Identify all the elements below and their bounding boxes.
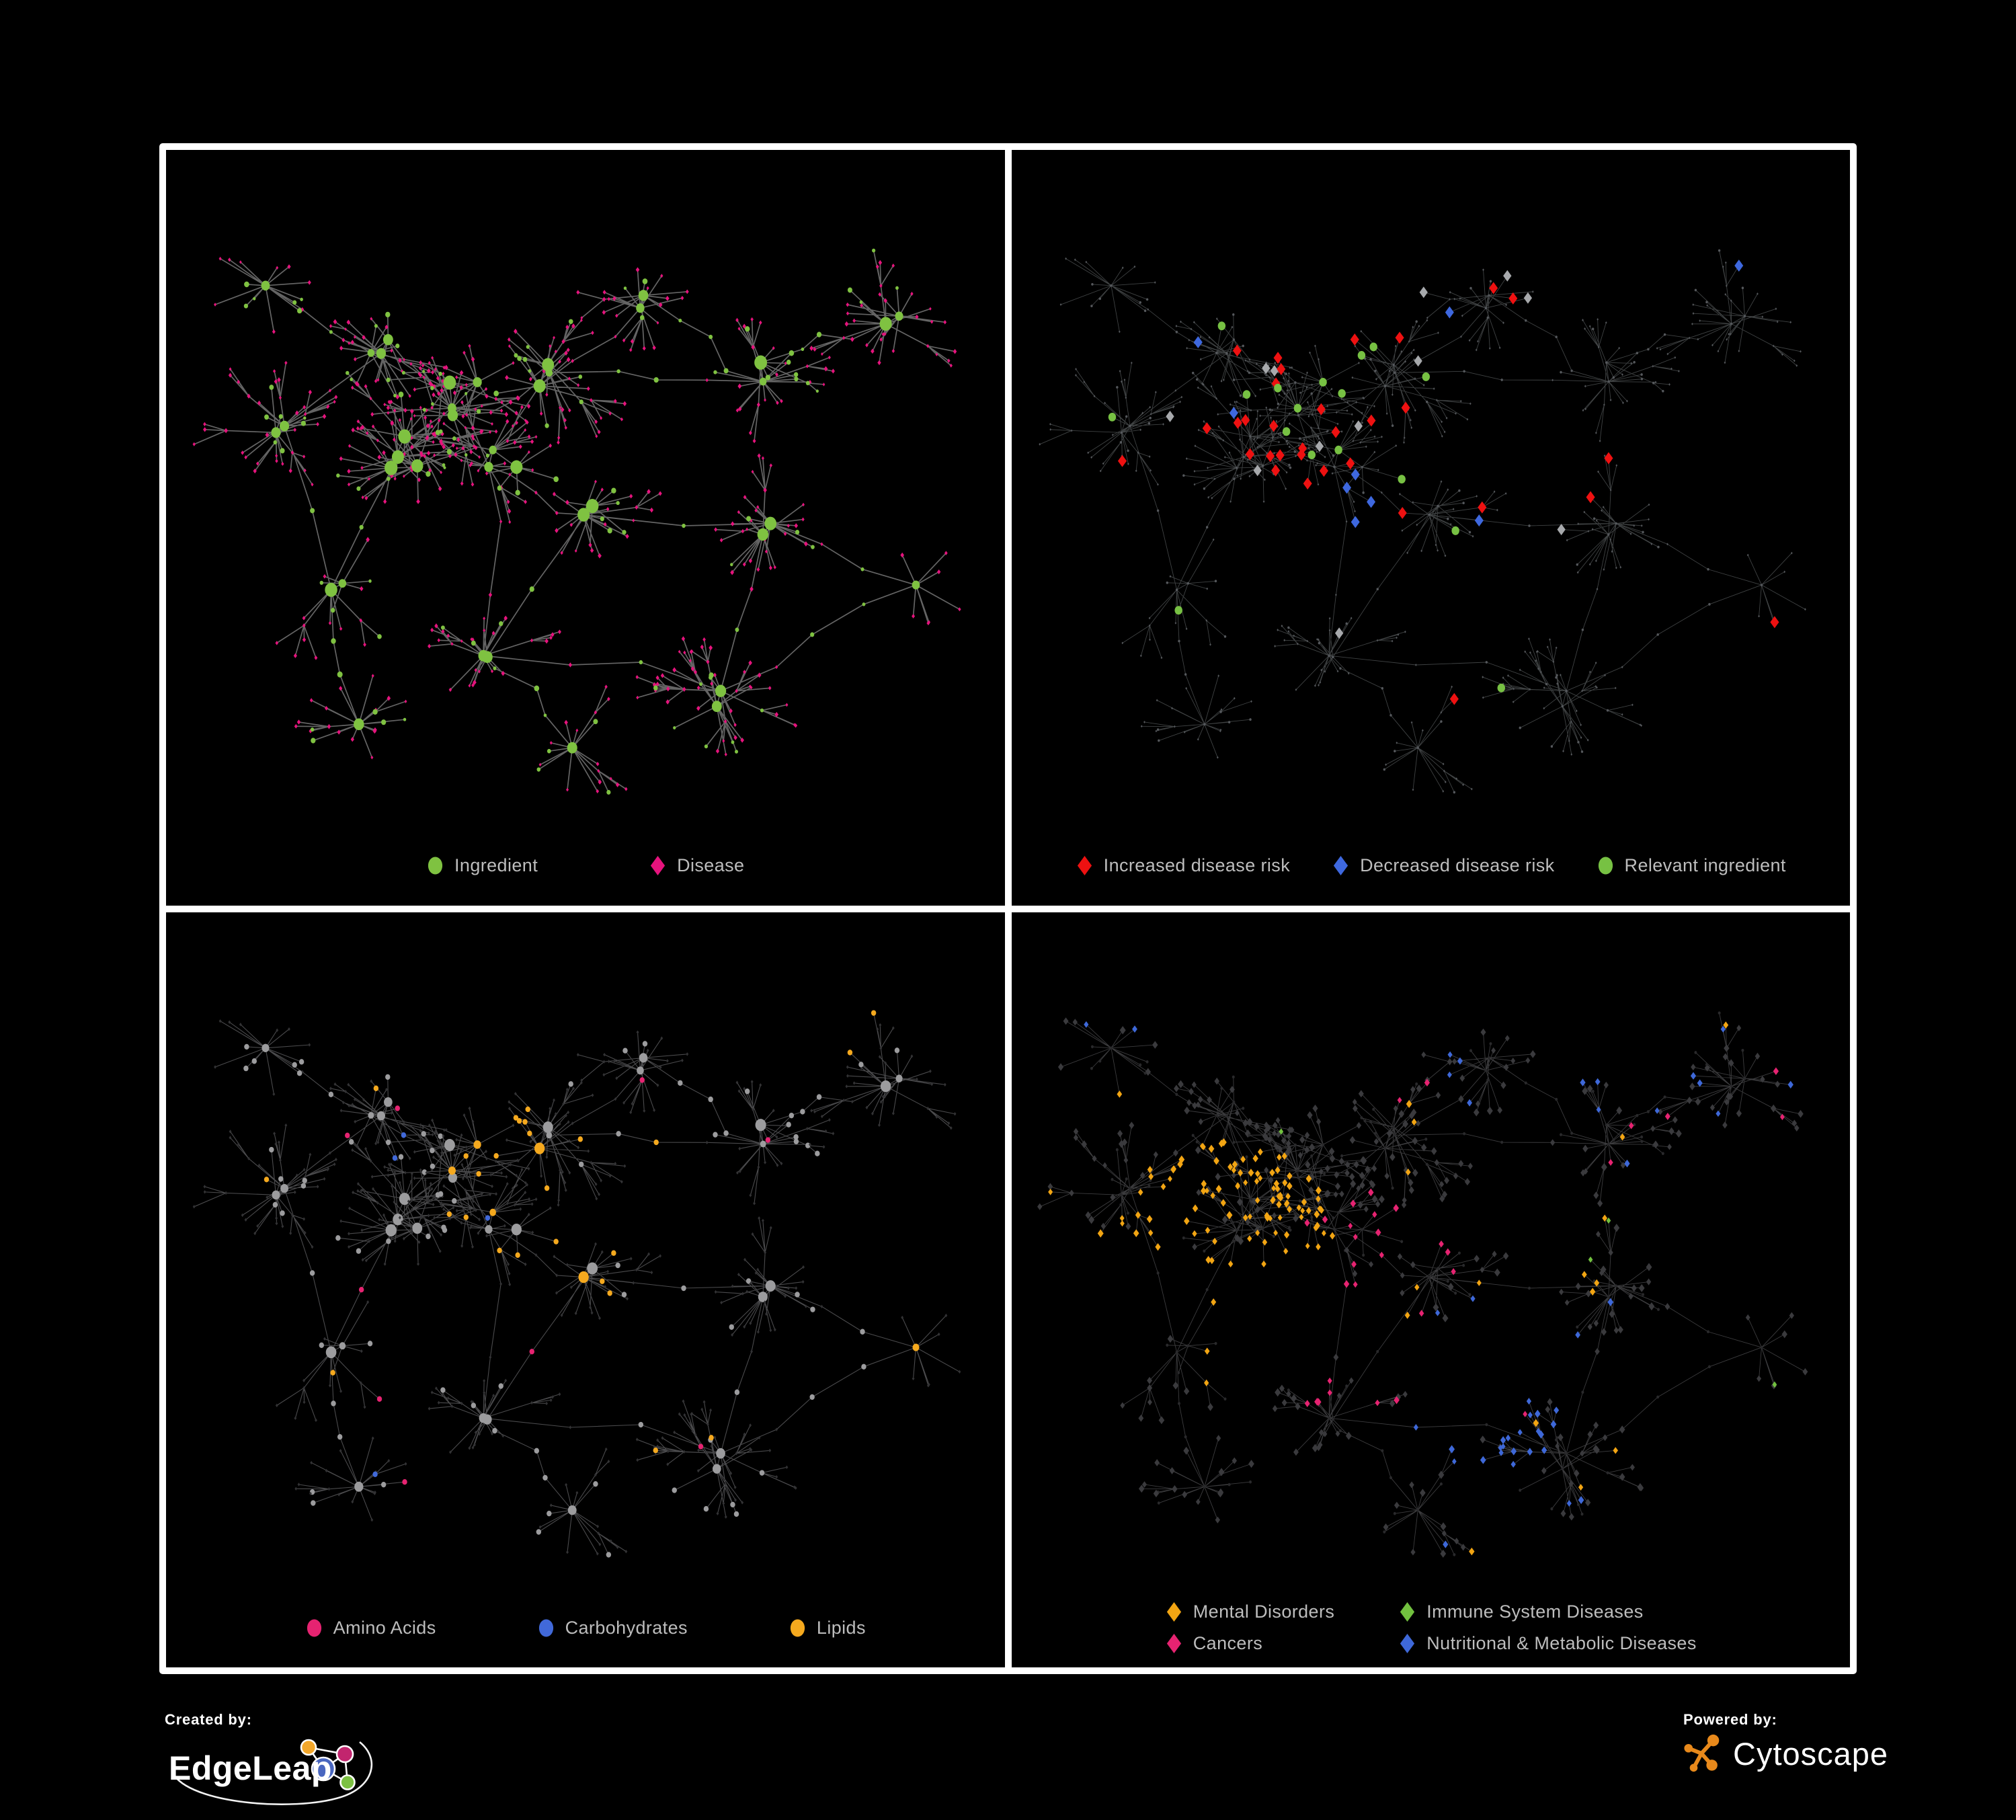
legend-item-disease: Disease (649, 855, 744, 877)
legend-disease-risk: Increased disease risk Decreased disease… (1012, 826, 1851, 906)
legend-item-amino-acids: Amino Acids (305, 1617, 436, 1639)
legend-item-mental-disorders: Mental Disorders (1165, 1601, 1334, 1623)
increased-risk-diamond-icon (1077, 856, 1092, 875)
cytoscape-wordmark: Cytoscape (1733, 1735, 1889, 1772)
legend-label: Ingredient (454, 855, 538, 875)
edgeleap-logo: EdgeLeap (169, 1739, 372, 1805)
network-nutrient-classes (192, 1009, 961, 1558)
legend-label: Cancers (1193, 1633, 1263, 1653)
created-by-block: Created by: EdgeLeap (165, 1711, 391, 1814)
legend-label: Amino Acids (333, 1617, 436, 1638)
edgeleap-node-blue (311, 1756, 336, 1782)
legend-item-nutritional-metabolic: Nutritional & Metabolic Diseases (1398, 1632, 1696, 1655)
cancers-diamond-icon (1166, 1634, 1181, 1653)
decreased-risk-diamond-icon (1334, 856, 1348, 875)
network-disease-risk (1038, 249, 1806, 794)
legend-item-relevant-ingredient: Relevant ingredient (1597, 855, 1786, 877)
legend-label: Disease (677, 855, 745, 875)
lipids-circle-icon (790, 1618, 805, 1637)
immune-system-diamond-icon (1400, 1602, 1415, 1622)
amino-acids-circle-icon (307, 1618, 321, 1637)
legend-item-decreased-risk: Decreased disease risk (1332, 855, 1554, 877)
cytoscape-logo (1684, 1734, 1720, 1772)
edgeleap-node-green (339, 1774, 356, 1790)
legend-label: Increased disease risk (1103, 855, 1291, 875)
legend-item-carbohydrates: Carbohydrates (537, 1617, 688, 1639)
powered-by-block: Powered by: Cytoscape (1683, 1711, 1888, 1774)
legend-item-increased-risk: Increased disease risk (1076, 855, 1290, 877)
panel-ingredient-disease: Ingredient Disease (166, 150, 1005, 906)
edgeleap-node-magenta (335, 1745, 354, 1764)
mental-disorders-diamond-icon (1166, 1602, 1181, 1622)
legend-item-ingredient: Ingredient (426, 855, 538, 877)
panel-grid: Ingredient Disease Increased disease (159, 143, 1857, 1674)
carbohydrates-circle-icon (538, 1618, 553, 1637)
edgeleap-node-orange (300, 1739, 317, 1756)
legend-item-immune-system-diseases: Immune System Diseases (1398, 1601, 1696, 1623)
legend-nutrient-classes: Amino Acids Carbohydrates Lipids (166, 1588, 1005, 1667)
powered-by-label: Powered by: (1683, 1711, 1777, 1728)
disease-diamond-icon (651, 856, 666, 875)
panel-disease-risk: Increased disease risk Decreased disease… (1011, 150, 1851, 906)
legend-label: Decreased disease risk (1360, 855, 1555, 875)
network-ingredient-disease (192, 248, 961, 795)
legend-label: Carbohydrates (565, 1617, 688, 1638)
legend-label: Nutritional & Metabolic Diseases (1426, 1633, 1697, 1653)
legend-label: Relevant ingredient (1624, 855, 1786, 875)
legend-label: Immune System Diseases (1426, 1601, 1644, 1622)
legend-item-cancers: Cancers (1165, 1632, 1334, 1655)
panel-nutrient-classes: Amino Acids Carbohydrates Lipids (166, 912, 1005, 1667)
legend-label: Mental Disorders (1193, 1601, 1335, 1622)
created-by-label: Created by: (165, 1711, 252, 1728)
legend-disease-classes: Mental Disorders Immune System Diseases … (1012, 1588, 1851, 1667)
edgeleap-wordmark: EdgeLeap (169, 1749, 332, 1787)
relevant-ingredient-circle-icon (1598, 857, 1613, 875)
legend-ingredient-disease: Ingredient Disease (166, 826, 1005, 906)
edgeleap-swoosh (171, 1741, 372, 1805)
network-disease-classes (1037, 1011, 1808, 1558)
ingredient-circle-icon (428, 857, 443, 875)
panel-disease-classes: Mental Disorders Immune System Diseases … (1011, 912, 1851, 1667)
legend-item-lipids: Lipids (789, 1617, 866, 1639)
nutritional-metabolic-diamond-icon (1400, 1634, 1415, 1653)
legend-label: Lipids (816, 1617, 866, 1638)
